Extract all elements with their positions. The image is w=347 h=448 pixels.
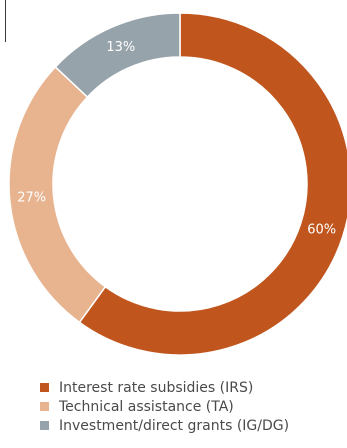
slice-labels: 60% 27% 13% xyxy=(17,40,336,238)
legend-label-ta: Technical assistance (TA) xyxy=(59,398,234,415)
legend-item-ta: Technical assistance (TA) xyxy=(40,397,289,416)
slice-label-ig-dg: 13% xyxy=(106,40,135,55)
slice-label-ta: 27% xyxy=(17,191,46,206)
legend-swatch-ta xyxy=(40,402,49,411)
donut-chart: 60% 27% 13% xyxy=(8,12,347,356)
slice-label-irs: 60% xyxy=(307,223,336,238)
legend-swatch-ig-dg xyxy=(40,421,49,430)
legend-item-irs: Interest rate subsidies (IRS) xyxy=(40,378,289,397)
donut-slices xyxy=(8,12,347,356)
legend-label-irs: Interest rate subsidies (IRS) xyxy=(59,379,254,396)
legend-item-ig-dg: Investment/direct grants (IG/DG) xyxy=(40,416,289,435)
corner-tick-mark xyxy=(5,0,6,42)
chart-legend: Interest rate subsidies (IRS) Technical … xyxy=(40,378,289,435)
legend-swatch-irs xyxy=(40,383,49,392)
legend-label-ig-dg: Investment/direct grants (IG/DG) xyxy=(59,417,290,434)
slice-ig-dg xyxy=(54,12,181,99)
slice-irs xyxy=(78,12,347,356)
